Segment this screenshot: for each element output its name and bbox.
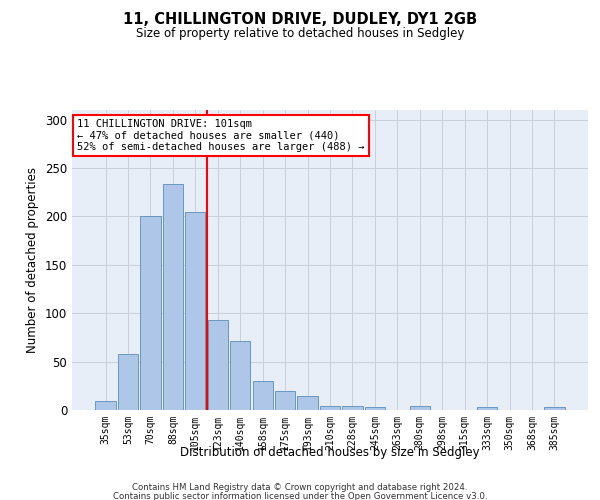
Bar — [410, 406, 430, 410]
Text: 11, CHILLINGTON DRIVE, DUDLEY, DY1 2GB: 11, CHILLINGTON DRIVE, DUDLEY, DY1 2GB — [123, 12, 477, 28]
Bar — [298, 396, 317, 410]
Text: Contains HM Land Registry data © Crown copyright and database right 2024.: Contains HM Land Registry data © Crown c… — [132, 483, 468, 492]
Bar — [320, 406, 340, 410]
Bar — [140, 216, 161, 410]
Bar — [95, 402, 116, 410]
Bar — [343, 406, 362, 410]
Bar — [185, 212, 205, 410]
Bar — [477, 407, 497, 410]
Bar — [118, 354, 138, 410]
Bar — [365, 407, 385, 410]
Bar — [163, 184, 183, 410]
Text: Size of property relative to detached houses in Sedgley: Size of property relative to detached ho… — [136, 28, 464, 40]
Text: Distribution of detached houses by size in Sedgley: Distribution of detached houses by size … — [180, 446, 480, 459]
Bar — [208, 320, 228, 410]
Y-axis label: Number of detached properties: Number of detached properties — [26, 167, 40, 353]
Bar — [275, 390, 295, 410]
Text: 11 CHILLINGTON DRIVE: 101sqm
← 47% of detached houses are smaller (440)
52% of s: 11 CHILLINGTON DRIVE: 101sqm ← 47% of de… — [77, 119, 365, 152]
Bar — [230, 342, 250, 410]
Bar — [544, 407, 565, 410]
Bar — [253, 381, 273, 410]
Text: Contains public sector information licensed under the Open Government Licence v3: Contains public sector information licen… — [113, 492, 487, 500]
